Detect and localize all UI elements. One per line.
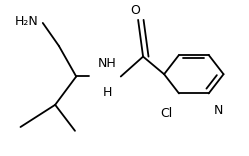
Text: NH: NH — [98, 57, 117, 70]
Text: H: H — [103, 86, 112, 99]
Text: Cl: Cl — [160, 107, 173, 120]
Text: O: O — [130, 4, 140, 17]
Text: H₂N: H₂N — [14, 15, 38, 28]
Text: N: N — [214, 104, 223, 117]
